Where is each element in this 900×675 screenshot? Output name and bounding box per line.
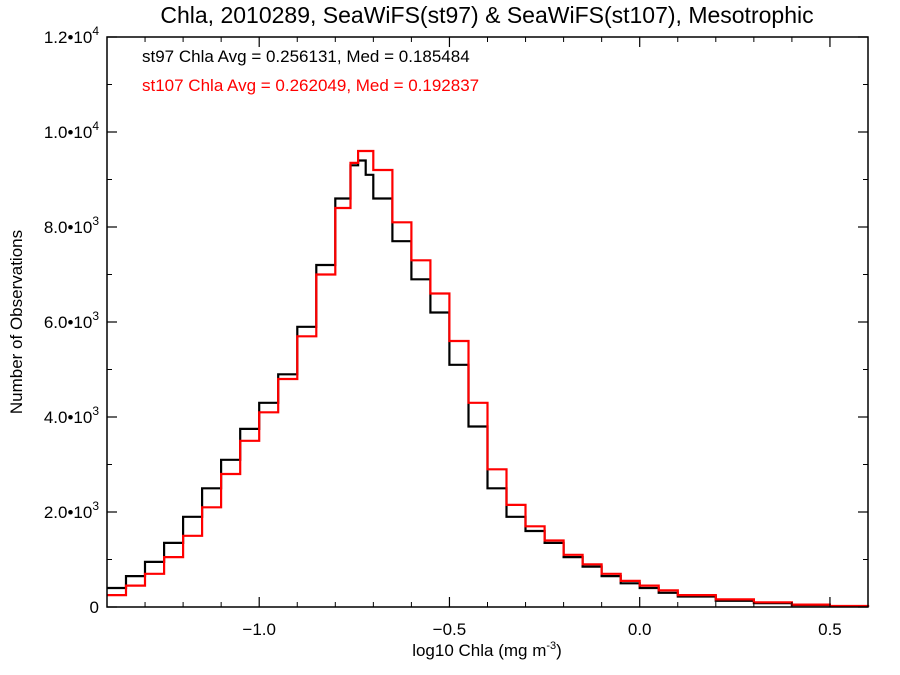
chart-title: Chla, 2010289, SeaWiFS(st97) & SeaWiFS(s… [160, 2, 813, 28]
y-tick-label: 1.2•104 [44, 24, 100, 47]
y-axis-label: Number of Observations [7, 230, 26, 414]
x-axis-label: log10 Chla (mg m-3) [412, 640, 562, 660]
annotation-1: st97 Chla Avg = 0.256131, Med = 0.185484 [142, 47, 470, 66]
x-tick-label: −1.0 [242, 620, 276, 639]
y-tick-label: 8.0•103 [44, 214, 100, 237]
y-tick-label: 1.0•104 [44, 119, 100, 142]
y-tick-label: 2.0•103 [44, 499, 100, 522]
x-tick-label: −0.5 [433, 620, 467, 639]
series-layer [107, 149, 870, 608]
x-tick-label: 0.0 [628, 620, 652, 639]
y-tick-label: 6.0•103 [44, 309, 100, 332]
x-tick-label: 0.5 [818, 620, 842, 639]
series-2-line [107, 149, 870, 608]
ticks-layer: −1.0 −0.5 0.0 0.5 0 2.0•103 4.0•103 6.0•103 8.0•… [44, 24, 868, 639]
y-tick-label: 4.0•103 [44, 404, 100, 427]
annotations: st97 Chla Avg = 0.256131, Med = 0.185484… [142, 47, 479, 95]
annotation-2: st107 Chla Avg = 0.262049, Med = 0.19283… [142, 76, 479, 95]
y-tick-label: 0 [90, 598, 99, 617]
